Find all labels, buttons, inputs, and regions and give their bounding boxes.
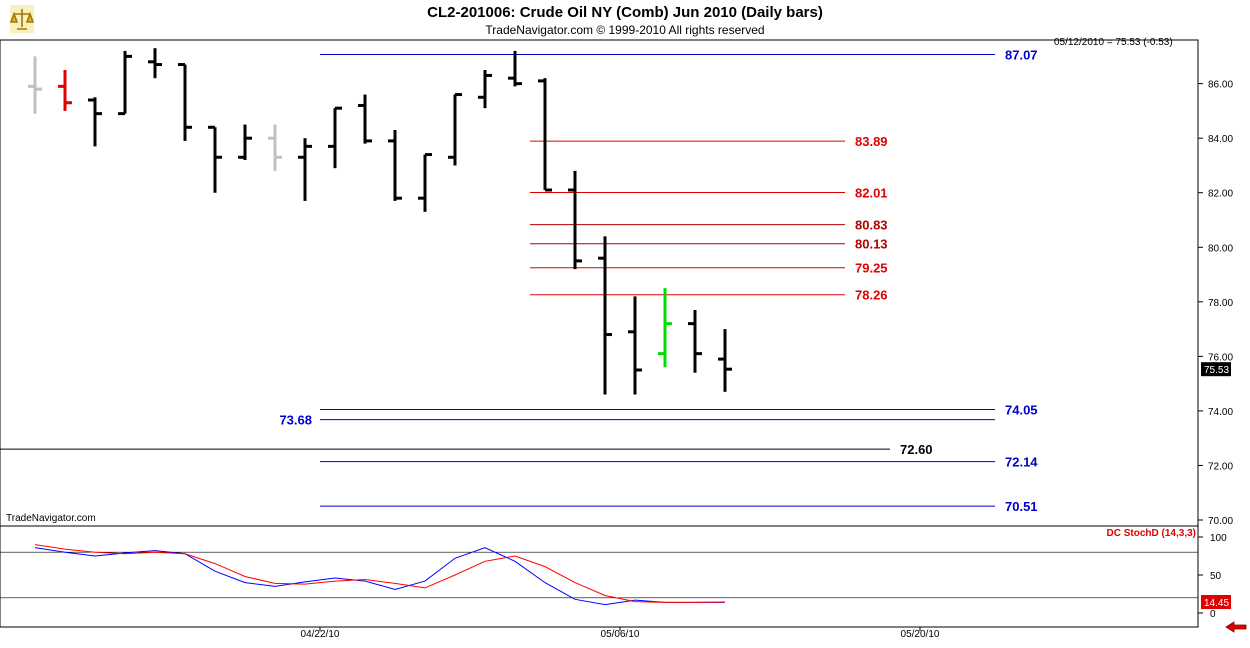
ohlc-bar xyxy=(58,70,72,111)
level-label: 73.68 xyxy=(279,413,312,428)
ohlc-bar xyxy=(418,153,432,212)
ind-tick-label: 50 xyxy=(1210,571,1222,582)
ohlc-bar xyxy=(178,63,192,141)
indicator-lines xyxy=(34,544,726,606)
ohlc-bar xyxy=(388,130,402,201)
last-price-box xyxy=(1201,362,1231,377)
ohlc-bar xyxy=(718,329,732,392)
ohlc-bar xyxy=(478,70,492,109)
watermark-text: TradeNavigator.com xyxy=(6,513,96,524)
price-axis: 70.00 72.00 74.00 76.00 78.00 80.00 82.00 84.00… xyxy=(1198,80,1233,527)
y-tick-label: 82.00 xyxy=(1208,189,1233,200)
price-readout: 05/12/2010 = 75.53 (-0.53) xyxy=(1054,37,1173,48)
level-label: 79.25 xyxy=(855,261,888,276)
ohlc-bar xyxy=(238,124,252,160)
chart-subtitle: TradeNavigator.com © 1999-2010 All right… xyxy=(485,23,764,37)
y-tick-label: 70.00 xyxy=(1208,516,1233,527)
ohlc-bar xyxy=(598,236,612,395)
y-tick-label: 86.00 xyxy=(1208,80,1233,91)
ohlc-bar xyxy=(328,106,342,169)
time-axis: 04/22/10 05/06/10 05/20/10 xyxy=(301,627,940,640)
red-series-line xyxy=(34,544,726,603)
left-arrow-icon[interactable] xyxy=(1225,621,1247,633)
ohlc-bar xyxy=(688,310,702,373)
ohlc-bar xyxy=(568,170,582,270)
indicator-axis: 0 50 100 14.45 xyxy=(0,533,1231,620)
level-label: 78.26 xyxy=(855,288,888,303)
level-label: 74.05 xyxy=(1005,403,1038,418)
levels-layer: 87.07 83.89 82.01 80.83 80.13 79.25 78.26 74.05… xyxy=(0,47,1038,514)
ohlc-bar xyxy=(448,93,462,166)
y-tick-label: 76.00 xyxy=(1208,352,1233,363)
x-tick-label: 05/06/10 xyxy=(601,629,640,640)
last-value-box xyxy=(1201,595,1231,610)
indicator-panel xyxy=(0,525,1199,628)
ohlc-bar xyxy=(298,138,312,201)
level-label: 82.01 xyxy=(855,185,888,200)
price-panel xyxy=(0,39,1199,527)
level-label: 70.51 xyxy=(1005,499,1038,514)
x-tick-label: 05/20/10 xyxy=(901,629,940,640)
x-tick-label: 04/22/10 xyxy=(301,629,340,640)
y-tick-label: 84.00 xyxy=(1208,134,1233,145)
level-label: 87.07 xyxy=(1005,47,1038,62)
ohlc-bar xyxy=(208,125,222,193)
last-value-label: 14.45 xyxy=(1204,598,1229,609)
ohlc-bar xyxy=(268,124,282,171)
ohlc-bar xyxy=(28,56,42,114)
ohlc-bar xyxy=(538,78,552,192)
level-label: 80.83 xyxy=(855,218,888,233)
ohlc-bar xyxy=(658,288,672,368)
y-tick-label: 72.00 xyxy=(1208,461,1233,472)
bars-layer xyxy=(28,48,732,395)
y-tick-label: 80.00 xyxy=(1208,243,1233,254)
blue-series-line xyxy=(34,547,725,606)
ohlc-bar xyxy=(88,97,102,147)
y-tick-label: 78.00 xyxy=(1208,298,1233,309)
y-tick-label: 74.00 xyxy=(1208,407,1233,418)
level-label: 83.89 xyxy=(855,134,888,149)
level-label: 72.14 xyxy=(1005,455,1038,470)
chart-title: CL2-201006: Crude Oil NY (Comb) Jun 2010… xyxy=(427,4,823,21)
level-label: 80.13 xyxy=(855,237,888,252)
last-price-label: 75.53 xyxy=(1204,365,1229,376)
ohlc-bar xyxy=(358,94,372,144)
logo-icon[interactable] xyxy=(9,5,35,33)
ohlc-bar xyxy=(148,48,162,79)
level-label: 72.60 xyxy=(900,442,933,457)
ohlc-bar xyxy=(508,50,522,87)
indicator-title: DC StochD (14,3,3) xyxy=(1107,528,1196,539)
ohlc-bar xyxy=(628,296,642,395)
ind-tick-label: 0 xyxy=(1210,609,1216,620)
ind-tick-label: 100 xyxy=(1210,533,1227,544)
ohlc-bar xyxy=(118,50,132,116)
